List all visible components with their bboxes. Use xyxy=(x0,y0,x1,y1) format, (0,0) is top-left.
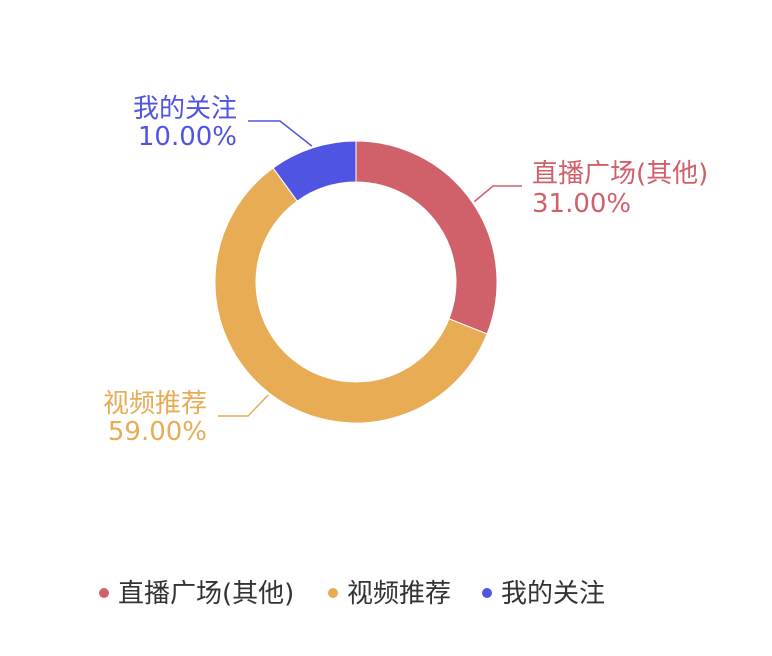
legend-marker-live-square-other xyxy=(99,588,109,598)
legend-item-my-follow[interactable]: 我的关注 xyxy=(482,579,605,609)
callout-value-live-square-other: 31.00% xyxy=(532,189,631,219)
callout-line-live-square-other xyxy=(473,185,522,203)
callout-value-my-follow: 10.00% xyxy=(138,122,237,152)
callout-name-my-follow: 我的关注 xyxy=(133,94,237,124)
legend-label-live-square-other: 直播广场(其他) xyxy=(118,579,294,609)
callout-line-video-recommend xyxy=(218,394,269,417)
donut-slices xyxy=(214,140,498,424)
chart-legend: 直播广场(其他) 视频推荐 我的关注 xyxy=(99,579,605,609)
legend-marker-video-recommend xyxy=(328,588,338,598)
legend-label-my-follow: 我的关注 xyxy=(501,579,605,609)
callout-name-video-recommend: 视频推荐 xyxy=(103,389,207,419)
legend-item-video-recommend[interactable]: 视频推荐 xyxy=(328,579,451,609)
legend-marker-my-follow xyxy=(482,588,492,598)
legend-item-live-square-other[interactable]: 直播广场(其他) xyxy=(99,579,294,609)
slice-live-square-other[interactable] xyxy=(355,140,498,335)
slice-video-recommend[interactable] xyxy=(214,167,488,424)
callout-value-video-recommend: 59.00% xyxy=(108,417,207,447)
callout-line-my-follow xyxy=(248,120,313,147)
legend-label-video-recommend: 视频推荐 xyxy=(347,579,451,609)
callout-name-live-square-other: 直播广场(其他) xyxy=(532,159,708,189)
slice-my-follow[interactable] xyxy=(272,140,357,202)
